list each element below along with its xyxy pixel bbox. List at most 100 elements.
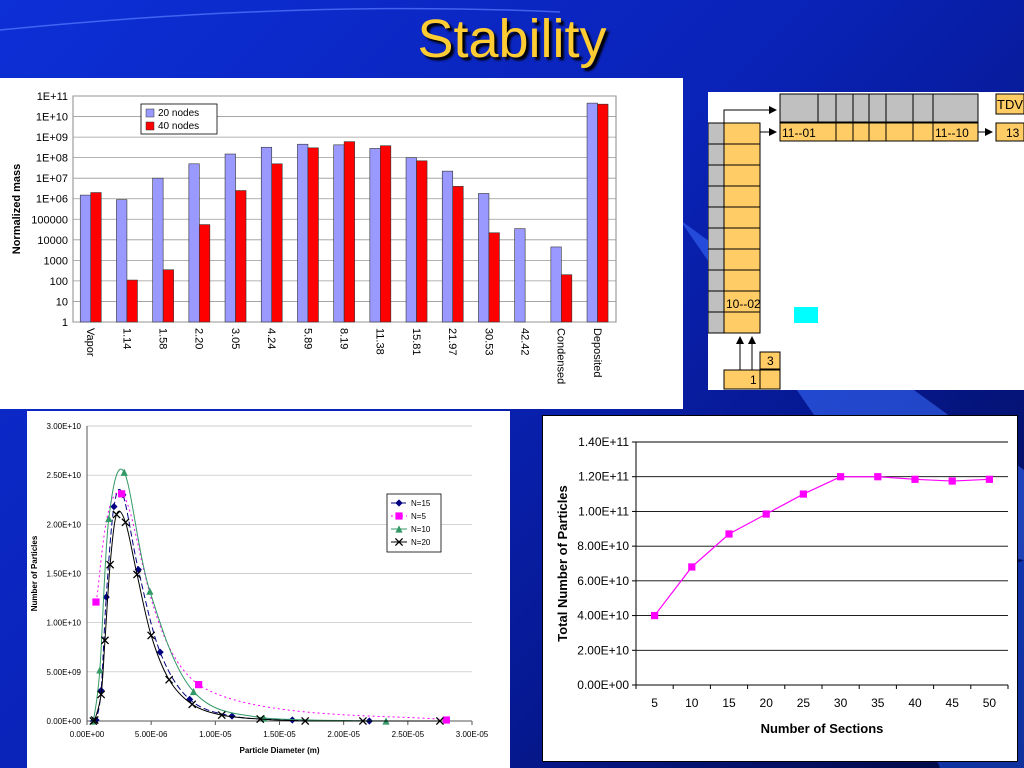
data-point <box>688 563 696 571</box>
y-tick-label: 4.00E+10 <box>577 609 629 623</box>
bottom-small-label: 3 <box>767 354 774 368</box>
bar-40-nodes-5-89 <box>307 147 319 323</box>
y-axis-label: Normalized mass <box>11 164 23 254</box>
series-line-n-20 <box>93 510 440 722</box>
node-diagram-panel: TDV 11--01 11--10 13 10--02 <box>708 92 1024 390</box>
bottom-box-label: 1 <box>750 373 757 387</box>
point-n-20 <box>165 675 174 684</box>
bar-40-nodes-1-14 <box>126 279 138 323</box>
point-n-20 <box>97 690 106 699</box>
legend-label-40-nodes: 40 nodes <box>158 121 199 132</box>
x-tick-label: 35 <box>871 696 885 710</box>
col-box-label: 10--02 <box>726 297 761 311</box>
bar-20-nodes-deposited <box>586 102 598 323</box>
legend-label-n-10: N=10 <box>411 525 431 534</box>
bar-40-nodes-3-05 <box>235 190 247 323</box>
bar-40-nodes-21-97 <box>452 186 464 323</box>
series-line <box>654 476 990 616</box>
x-axis-label: Number of Sections <box>761 721 884 736</box>
point-n-20 <box>90 715 99 725</box>
x-tick-label: 30 <box>834 696 848 710</box>
series-line-n-5 <box>95 492 447 721</box>
legend-swatch-20-nodes <box>145 108 155 118</box>
series-n-20 <box>89 510 444 726</box>
y-tick-label: 1E+10 <box>36 112 68 124</box>
y-tick-label: 1E+08 <box>36 153 68 165</box>
x-tick-label: 1.14 <box>120 328 132 349</box>
y-tick-label: 1E+06 <box>36 194 68 206</box>
point-n-5 <box>442 716 450 724</box>
bar-20-nodes-1-14 <box>116 199 128 323</box>
point-n-10 <box>146 587 154 595</box>
bar-20-nodes-42-42 <box>514 228 526 323</box>
bar-20-nodes-condensed <box>550 246 562 323</box>
x-tick-label: Condensed <box>555 328 567 384</box>
tdv-row <box>779 93 979 123</box>
point-n-15 <box>228 712 236 720</box>
y-tick-label: 1.50E+10 <box>47 570 82 579</box>
y-tick-label: 1.00E+11 <box>578 504 629 518</box>
data-point <box>762 510 770 518</box>
y-tick-label: 10000 <box>37 235 68 247</box>
bar-20-nodes-3-05 <box>224 153 236 323</box>
bar-40-nodes-8-19 <box>343 141 355 323</box>
bar-40-nodes-4-24 <box>271 163 283 323</box>
data-point <box>948 477 956 485</box>
x-tick-label: 1.00E-05 <box>199 730 232 739</box>
data-point <box>651 611 659 620</box>
y-tick-label: 1000 <box>44 255 68 267</box>
bar-40-nodes-15-81 <box>416 160 428 323</box>
row-11 <box>779 122 979 142</box>
y-axis-label: Number of Particles <box>30 535 39 611</box>
y-tick-label: 1.20E+11 <box>578 470 629 484</box>
y-tick-label: 0.00E+00 <box>577 678 629 692</box>
x-tick-label: 2.50E-05 <box>392 730 425 739</box>
y-tick-label: 5.00E+09 <box>47 668 82 677</box>
tdv-label: TDV <box>997 97 1023 112</box>
x-tick-label: 3.05 <box>229 328 241 349</box>
bar-20-nodes-11-38 <box>369 148 381 323</box>
point-n-5 <box>118 490 126 498</box>
y-tick-label: 8.00E+10 <box>577 539 629 553</box>
legend-label-n-5: N=5 <box>411 512 426 521</box>
legend-label-20-nodes: 20 nodes <box>158 108 199 119</box>
column-10 <box>708 122 761 334</box>
x-tick-label: 4.24 <box>265 328 277 349</box>
data-point <box>874 473 882 481</box>
particle-distribution-chart: 0.00E+00 5.00E+09 1.00E+10 1.50E+10 2.00E+10… <box>30 422 489 755</box>
right-box <box>995 122 1024 142</box>
y-tick-label: 0.00E+00 <box>47 717 82 726</box>
point-n-20 <box>435 716 444 726</box>
data-point <box>911 475 919 483</box>
point-n-20 <box>147 631 156 640</box>
x-tick-label: 5.89 <box>301 328 313 349</box>
data-point <box>837 473 845 481</box>
bar-40-nodes-2-20 <box>199 224 211 323</box>
point-n-15 <box>92 716 100 724</box>
row-start-label: 11--01 <box>782 126 816 140</box>
column-arrow-top <box>723 106 777 123</box>
bar-20-nodes-30-53 <box>478 193 490 323</box>
data-point <box>725 530 733 538</box>
x-tick-label: 5.00E-06 <box>135 730 168 739</box>
particle-distribution-panel: 0.00E+00 5.00E+09 1.00E+10 1.50E+10 2.00E+10… <box>27 411 510 768</box>
data-point <box>985 475 993 483</box>
bar-20-nodes-vapor <box>79 194 92 323</box>
point-n-10 <box>120 468 128 476</box>
x-tick-label: 25 <box>797 696 811 710</box>
cyan-marker <box>794 307 818 323</box>
bottom-small-box <box>759 351 781 370</box>
point-n-20 <box>112 510 121 519</box>
x-axis-label: Particle Diameter (m) <box>239 746 319 755</box>
tdv-box <box>995 93 1024 115</box>
x-tick-label: 0.00E+00 <box>70 730 105 739</box>
series-line-n-10 <box>92 468 387 722</box>
x-tick-label: Vapor <box>84 328 96 357</box>
x-tick-label: Deposited <box>591 328 603 378</box>
x-tick-label: 1.50E-05 <box>263 730 296 739</box>
y-tick-label: 10 <box>56 296 68 308</box>
point-n-20 <box>188 700 197 709</box>
bar-40-nodes-condensed <box>561 274 573 323</box>
bar-20-nodes-21-97 <box>441 170 454 323</box>
node-diagram: TDV 11--01 11--10 13 10--02 <box>708 93 1024 390</box>
